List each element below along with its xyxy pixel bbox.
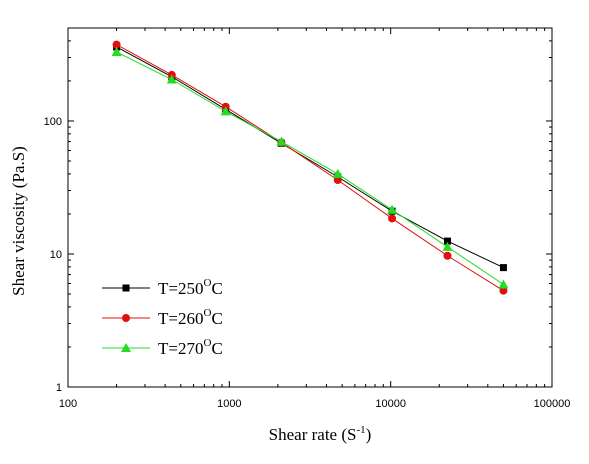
series-layer [111,40,509,295]
data-point [220,106,231,116]
data-point [388,214,397,223]
series-line [116,51,504,285]
legend-marker [121,343,131,352]
data-point [111,47,122,57]
y-tick-label: 10 [50,249,62,261]
series-line [116,46,504,269]
y-tick-label: 100 [44,116,62,128]
series-line [116,44,504,292]
legend-marker [122,284,130,292]
legend-label: T=260OC [158,307,223,328]
legend-marker [122,314,130,322]
data-point [112,40,121,49]
data-point [333,175,342,184]
x-tick-label: 1000 [217,398,241,410]
data-point [442,241,453,251]
data-point [499,264,507,272]
legend-item: T=270OC [102,337,223,358]
series-3 [111,47,509,289]
legend: T=250OC T=260OC T=270OC [102,277,223,358]
legend-label: T=250OC [158,277,223,298]
data-point [332,168,343,178]
data-point [276,136,287,146]
data-point [443,237,451,245]
plot-area [67,27,553,388]
plot-border [67,27,553,388]
data-point [443,251,452,260]
data-point [166,74,177,84]
y-axis-title: Shear viscosity (Pa.S) [9,146,28,296]
x-tick-label: 10000 [375,398,406,410]
x-tick-label: 100000 [534,398,571,410]
legend-item: T=260OC [102,307,223,328]
axis-ticks: 100 1000 10000 100000 1 10 100 [44,28,571,410]
data-point [499,286,508,295]
legend-label: T=270OC [158,337,223,358]
data-point [498,279,509,289]
x-tick-label: 100 [59,398,77,410]
x-axis-title: Shear rate (S-1) [269,424,372,444]
legend-item: T=250OC [102,277,223,298]
y-tick-label: 1 [56,382,62,394]
data-point [387,204,398,214]
